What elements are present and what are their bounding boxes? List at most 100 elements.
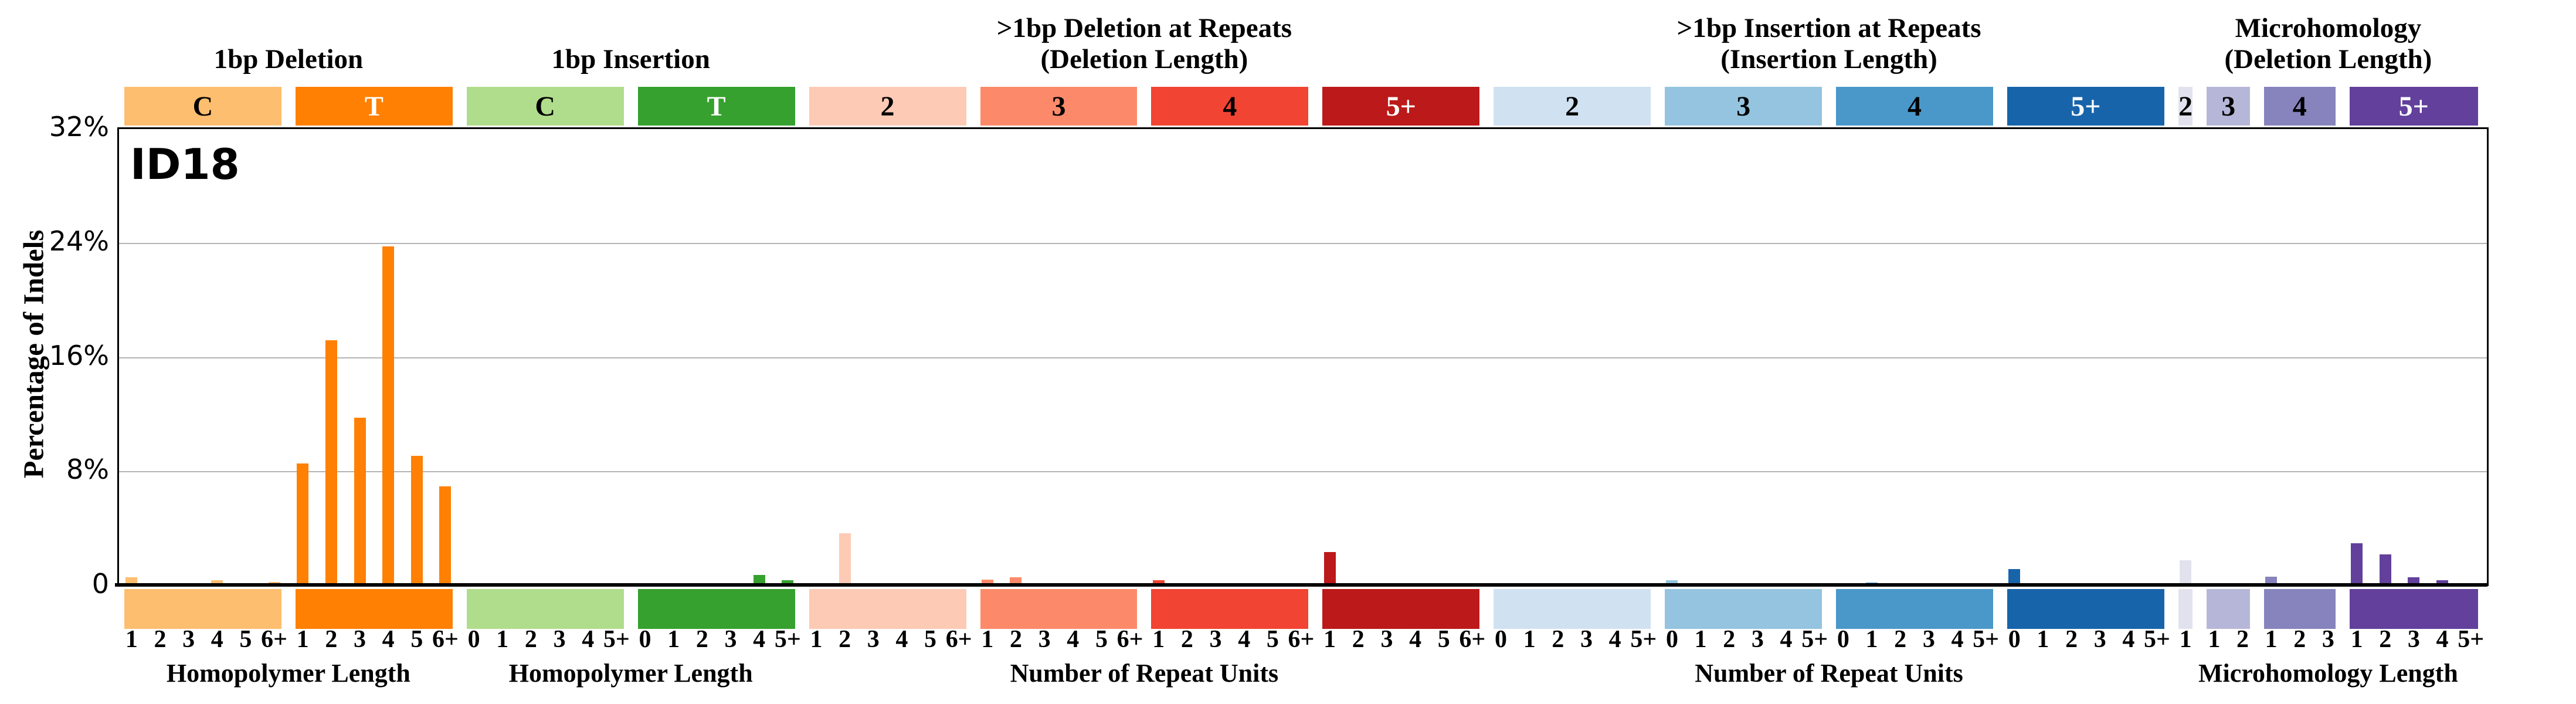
x-tick-label: 5 [924,626,937,653]
axis-group-label: Number of Repeat Units [1695,659,1963,688]
x-tick-label: 3 [2093,626,2106,653]
axis-group-label: Homopolymer Length [166,659,410,688]
bar [354,417,366,586]
x-tick-label: 5+ [1801,626,1828,653]
x-tick-label: 5+ [1630,626,1657,653]
plot-title: ID18 [130,140,240,189]
x-tick-label: 3 [1380,626,1393,653]
top-category-block: 3 [1665,87,1822,126]
x-tick-label: 5 [239,626,252,653]
axis-group-label: Homopolymer Length [508,659,753,688]
x-tick-label: 3 [2407,626,2420,653]
bar [2008,568,2021,586]
top-category-block: 5+ [2349,87,2478,126]
bar [2351,543,2363,586]
group-header: 1bp Insertion [551,44,710,75]
y-tick-label: 24% [49,225,109,257]
x-tick-label: 3 [724,626,737,653]
section-underline-block [1151,589,1309,629]
section-underline-block [637,589,795,629]
x-tick-label: 0 [1665,626,1678,653]
group-header: >1bp Deletion at Repeats (Deletion Length… [996,13,1292,75]
x-tick-label: 1 [496,626,509,653]
x-tick-label: 3 [2322,626,2334,653]
bar [981,580,993,586]
x-tick-label: 5+ [2458,626,2485,653]
top-category-block: 4 [2263,87,2336,126]
x-tick-label: 5 [1437,626,1450,653]
x-tick-label: 4 [1608,626,1621,653]
x-axis-line [115,583,2487,587]
section-underline-block [1494,589,1651,629]
x-tick-label: 1 [981,626,994,653]
section-underline-block [295,589,453,629]
top-category-block: T [637,87,795,126]
x-tick-label: 6+ [1116,626,1143,653]
x-tick-label: 4 [895,626,908,653]
group-header: Microhomology (Deletion Length) [2224,13,2432,75]
x-tick-label: 3 [553,626,566,653]
section-underline-block [1836,589,1993,629]
x-tick-label: 2 [2236,626,2249,653]
gridline [119,242,2487,244]
x-tick-label: 6+ [1288,626,1315,653]
x-tick-label: 5 [410,626,423,653]
section-underline-block [809,589,966,629]
x-tick-label: 3 [182,626,195,653]
x-tick-label: 6+ [261,626,288,653]
x-tick-label: 6+ [1459,626,1486,653]
top-category-block: 2 [809,87,966,126]
section-underline-block [980,589,1138,629]
x-tick-label: 6+ [945,626,972,653]
x-tick-label: 0 [1495,626,1508,653]
x-tick-label: 1 [2179,626,2192,653]
x-tick-label: 2 [154,626,167,653]
section-underline-block [2263,589,2336,629]
x-tick-label: 5 [1095,626,1108,653]
section-underline-block [466,589,624,629]
x-tick-label: 2 [1552,626,1564,653]
x-tick-label: 1 [667,626,680,653]
x-tick-label: 3 [1209,626,1222,653]
top-category-block: T [295,87,453,126]
group-header: 1bp Deletion [213,44,364,75]
x-tick-label: 1 [2265,626,2278,653]
x-tick-label: 2 [1894,626,1907,653]
y-tick-label: 0 [91,568,109,600]
section-underline-block [2349,589,2478,629]
x-tick-label: 2 [1180,626,1193,653]
plot-area [117,127,2489,586]
x-tick-label: 4 [1780,626,1793,653]
x-tick-label: 2 [1009,626,1022,653]
section-underline-block [1322,589,1480,629]
x-tick-label: 3 [1038,626,1051,653]
section-underline-block [124,589,281,629]
y-tick-label: 16% [49,339,109,371]
x-tick-label: 1 [810,626,823,653]
x-tick-label: 2 [2379,626,2392,653]
x-tick-label: 2 [2065,626,2078,653]
y-tick-label: 8% [66,453,109,486]
bar [839,533,851,586]
top-category-block: 2 [2178,87,2193,126]
x-tick-label: 2 [2293,626,2306,653]
x-tick-label: 2 [695,626,708,653]
x-tick-label: 1 [1523,626,1536,653]
bar [1323,551,1336,586]
x-tick-label: 2 [1352,626,1365,653]
bar [410,456,423,586]
top-category-block: 2 [1494,87,1651,126]
top-category-block: C [124,87,281,126]
x-tick-label: 2 [1723,626,1736,653]
section-underline-block [2207,589,2250,629]
x-tick-label: 5+ [1973,626,2000,653]
x-tick-label: 5+ [2144,626,2170,653]
x-tick-label: 0 [639,626,651,653]
x-tick-label: 4 [2436,626,2449,653]
x-tick-label: 4 [1067,626,1080,653]
bar [439,486,452,586]
x-tick-label: 4 [1238,626,1251,653]
y-tick-label: 32% [49,111,109,143]
x-tick-label: 2 [839,626,851,653]
